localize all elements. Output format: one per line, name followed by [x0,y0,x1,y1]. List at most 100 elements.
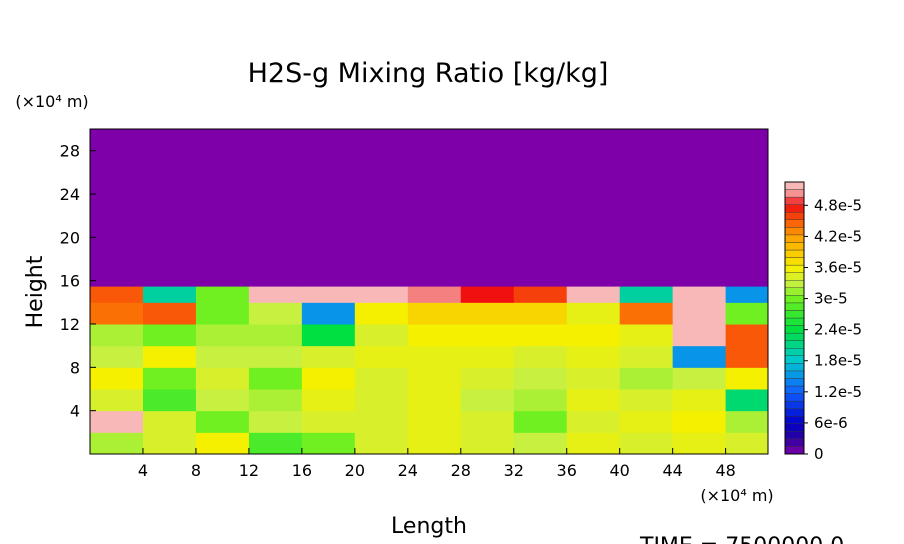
colorbar-band [784,325,805,334]
field-cell [301,302,356,325]
field-cell [566,410,621,433]
field-cell [301,324,356,347]
colorbar-tick-label: 3.6e-5 [814,258,862,276]
colorbar-band [784,295,805,304]
field-cell [725,129,769,287]
field-cell [619,345,674,368]
field-cell [407,302,462,325]
colorbar-band [784,212,805,220]
field-cell [142,302,197,325]
field-cell [672,324,727,347]
field-cell [672,410,727,433]
colorbar-band [784,189,805,198]
field-cell [513,302,568,325]
field-cell [619,367,674,390]
field-cell [354,324,409,347]
colorbar-tick-label: 6e-6 [814,414,848,432]
field-cell [301,432,356,455]
colorbar-tick-label: 3e-5 [814,290,848,308]
field-cell [513,345,568,368]
field-cell [90,129,144,287]
field-cell [566,345,621,368]
colorbar-band [784,280,805,288]
colorbar-band [784,423,805,432]
field-cell [513,367,568,390]
field-cell [90,345,144,368]
colorbar-band [784,348,805,356]
x-tick-label: 36 [557,461,577,480]
colorbar-tick-label: 1.2e-5 [814,383,862,401]
field-cell [354,286,409,303]
x-tick-label: 28 [451,461,471,480]
field-cell [619,410,674,433]
y-tick-label: 4 [70,402,80,421]
x-axis-label: Length [391,514,467,539]
colorbar-band [784,272,805,281]
colorbar-band [784,257,805,266]
field-cell [142,324,197,347]
colorbar-frame [784,181,805,455]
field-cell [301,129,356,287]
field-cell [195,410,250,433]
colorbar-band [784,370,805,379]
field-cell [513,410,568,433]
field-cell [407,389,462,412]
field-cell [90,389,144,412]
y-tick-label: 8 [70,358,80,377]
colorbar-tick-label: 0 [814,445,824,463]
field-cell [513,129,568,287]
field-cell [460,345,515,368]
x-tick-label: 4 [138,461,148,480]
y-tick-label: 24 [60,185,80,204]
field-cell [90,432,144,455]
y-tick-label: 12 [60,315,80,334]
field-cell [566,302,621,325]
field-cell [619,129,674,287]
field-cell [248,367,303,390]
field-cell [566,129,621,287]
colorbar-band [784,431,805,440]
field-cell [354,302,409,325]
field-cell [301,410,356,433]
plot-frame [89,128,769,455]
colorbar-tick-label: 4.2e-5 [814,227,862,245]
colorbar-band [784,332,805,341]
field-cell [301,345,356,368]
chart-title: H2S-g Mixing Ratio [kg/kg] [248,58,609,89]
field-cell [725,324,769,347]
field-cell [354,129,409,287]
field-cell [672,367,727,390]
x-tick-label: 12 [239,461,259,480]
field-cell [248,345,303,368]
field-cell [248,129,303,287]
x-tick-label: 20 [345,461,365,480]
field-cell [460,410,515,433]
field-cell [513,389,568,412]
field-cell [90,324,144,347]
field-cell [619,302,674,325]
field-cell [354,432,409,455]
field-cell [407,129,462,287]
field-cell [248,324,303,347]
x-tick-label: 32 [504,461,524,480]
colorbar-band [784,287,805,296]
colorbar-band [784,196,805,205]
field-cell [513,324,568,347]
field-cell [619,432,674,455]
colorbar-band [784,219,805,228]
colorbar-band [784,242,805,251]
field-cell [725,432,769,455]
colorbar-band [784,340,805,349]
field-cell [354,367,409,390]
field-cell [142,367,197,390]
x-tick-label: 40 [610,461,630,480]
field-cell [566,324,621,347]
y-tick-label: 28 [60,142,80,161]
field-cell [566,286,621,303]
field-cell [248,302,303,325]
y-tick-label: 16 [60,272,80,291]
field-cell [725,286,769,303]
colorbar-tick-label: 4.8e-5 [814,196,862,214]
field-cell [725,410,769,433]
